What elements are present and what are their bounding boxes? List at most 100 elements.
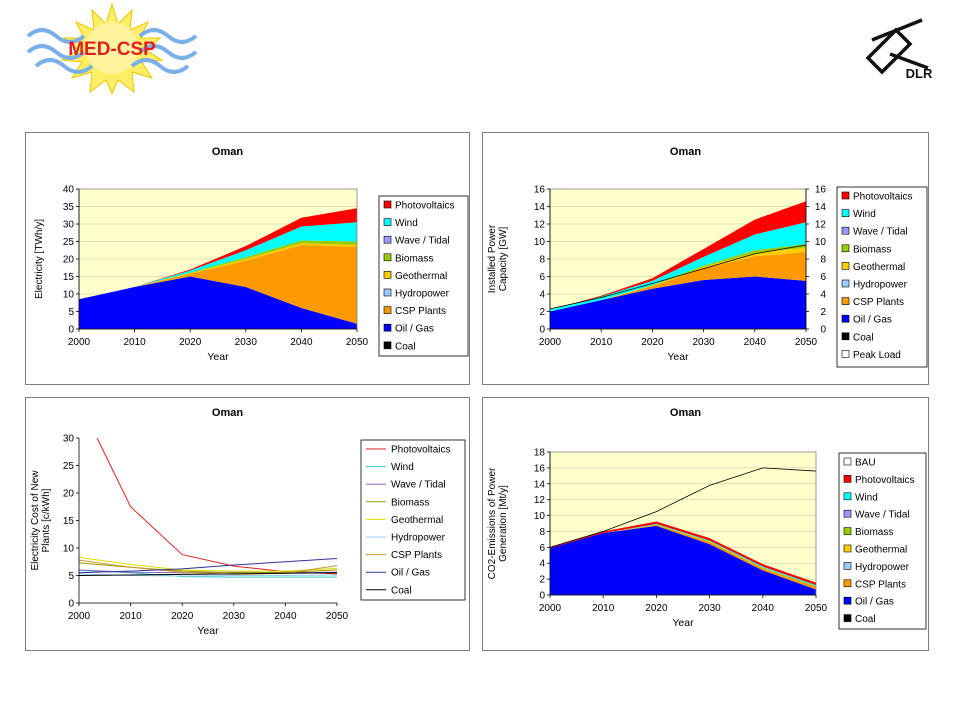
y-axis-title: Electricity Cost of NewPlants [c/kWh] — [30, 470, 52, 571]
y-tick-label: 6 — [539, 272, 545, 283]
y-tick-label: 4 — [539, 290, 545, 301]
legend-swatch-peak-load — [841, 350, 850, 358]
y2-tick-label: 16 — [815, 185, 827, 196]
legend-box — [378, 195, 469, 357]
plot-area — [79, 438, 337, 603]
legend-swatch-wind — [843, 492, 852, 501]
legend-label-csp-plants: CSP Plants — [855, 579, 906, 590]
x-tick-label: 2050 — [805, 603, 828, 614]
legend-swatch-biomass — [841, 244, 850, 253]
legend-swatch-csp-plants — [841, 297, 850, 305]
area-csp-plants — [79, 245, 357, 324]
x-tick-label: 2010 — [123, 337, 146, 348]
legend-swatch-hydropower — [383, 288, 392, 297]
dlr-text: DLR — [906, 66, 933, 80]
y-tick-label: 25 — [63, 461, 75, 472]
y-tick-label: 4 — [539, 559, 545, 570]
legend-swatch-wave-tidal — [843, 509, 852, 518]
legend-label-csp-plants: CSP Plants — [395, 306, 446, 317]
y2-tick-label: 4 — [820, 290, 826, 301]
y-tick-label: 8 — [539, 255, 545, 266]
chart-title: Oman — [212, 146, 243, 158]
y2-tick-label: 14 — [815, 202, 827, 213]
x-tick-label: 2030 — [698, 603, 721, 614]
legend-swatch-csp-plants — [383, 306, 392, 314]
y-tick-label: 0 — [68, 599, 74, 610]
x-tick-label: 2010 — [590, 337, 613, 348]
chart-panel-cost: Oman 0 5 10 15 20 25 30 2000 2010 2020 2030 2040 2050… — [25, 397, 470, 651]
legend-label-wind: Wind — [391, 462, 414, 473]
legend-label-photovoltaics: Photovoltaics — [395, 201, 454, 212]
y-tick-label: 18 — [534, 448, 546, 459]
legend-label-coal: Coal — [855, 614, 876, 625]
area-oil-gas — [550, 276, 806, 329]
legend-label-hydropower: Hydropower — [853, 280, 908, 291]
area-wind — [79, 222, 357, 300]
chart-panel-co2: Oman 0 2 4 6 8 10 12 14 16 18 2000 2010 2020 2030 2040 2… — [482, 397, 929, 651]
line-geothermal — [78, 556, 338, 572]
legend-swatch-wind — [383, 218, 392, 226]
legend-label-wind: Wind — [853, 209, 876, 220]
chart-capacity: Oman 0 0 2 2 4 4 6 6 8 8 10 10 12 12 14 14 16 16 2000 2010 20… — [487, 146, 928, 368]
y-tick-label: 35 — [63, 202, 75, 213]
x-tick-label: 2010 — [119, 611, 142, 622]
legend-label-hydropower: Hydropower — [855, 562, 910, 573]
x-tick-label: 2010 — [592, 603, 615, 614]
legend-swatch-photovoltaics — [841, 191, 850, 200]
y-tick-label: 5 — [68, 307, 74, 318]
x-tick-label: 2000 — [539, 337, 562, 348]
legend-label-wind: Wind — [855, 492, 878, 503]
x-tick-label: 2020 — [645, 603, 668, 614]
legend-label-csp-plants: CSP Plants — [853, 297, 904, 308]
legend-label-hydropower: Hydropower — [395, 289, 450, 300]
x-tick-label: 2020 — [171, 611, 194, 622]
legend-label-geothermal: Geothermal — [395, 271, 447, 282]
x-tick-label: 2040 — [744, 337, 767, 348]
area-photovoltaics — [79, 208, 357, 300]
area-oil-gas — [550, 525, 816, 595]
area-wind — [550, 222, 806, 312]
med-csp-logo: MED-CSP — [26, 2, 198, 94]
x-tick-label: 2030 — [223, 611, 246, 622]
legend-label-photovoltaics: Photovoltaics — [855, 475, 914, 486]
x-tick-label: 2050 — [346, 337, 369, 348]
y-tick-label: 16 — [534, 185, 546, 196]
x-tick-label: 2030 — [235, 337, 258, 348]
legend-label-oil-gas: Oil / Gas — [395, 324, 434, 335]
legend-label-biomass: Biomass — [853, 244, 891, 255]
legend-swatch-photovoltaics — [843, 475, 852, 483]
x-tick-label: 2040 — [290, 337, 313, 348]
y-tick-label: 30 — [63, 220, 75, 231]
x-tick-label: 2040 — [752, 603, 775, 614]
chart-panel-electricity: Oman 0 5 10 15 20 25 30 35 40 2000 2010 2020 2030 2040… — [25, 132, 470, 385]
x-axis-title: Year — [667, 351, 689, 363]
legend-swatch-oil-gas — [841, 314, 850, 323]
area-oil-gas — [79, 276, 357, 329]
chart-title: Oman — [212, 407, 243, 419]
y-tick-label: 15 — [63, 272, 75, 283]
chart-title: Oman — [670, 407, 701, 419]
legend-swatch-geothermal — [841, 262, 850, 270]
legend-label-hydropower: Hydropower — [391, 533, 446, 544]
dlr-logo: DLR — [865, 18, 933, 80]
legend-label-wave-tidal: Wave / Tidal — [391, 480, 446, 491]
legend-swatch-coal — [383, 341, 392, 350]
y-tick-label: 2 — [539, 575, 545, 586]
x-tick-label: 2030 — [692, 337, 715, 348]
y-axis-title: CO2-Emissions of PowerGeneration [Mt/y] — [487, 467, 509, 579]
legend-swatch-hydropower — [843, 562, 852, 570]
area-csp-plants — [550, 252, 806, 312]
legend-label-wave-tidal: Wave / Tidal — [395, 236, 450, 247]
legend-swatch-geothermal — [383, 271, 392, 279]
dlr-emblem-icon — [865, 18, 929, 75]
legend-swatch-oil-gas — [843, 596, 852, 605]
line-coal — [78, 572, 338, 576]
legend-label-csp-plants: CSP Plants — [391, 550, 442, 561]
y-tick-label: 20 — [63, 489, 75, 500]
legend-label-wind: Wind — [395, 218, 418, 229]
y-tick-label: 20 — [63, 255, 75, 266]
x-tick-label: 2050 — [326, 611, 349, 622]
legend-label-peak-load: Peak Load — [853, 350, 901, 361]
y-tick-label: 40 — [63, 185, 75, 196]
y-tick-label: 12 — [534, 220, 546, 231]
